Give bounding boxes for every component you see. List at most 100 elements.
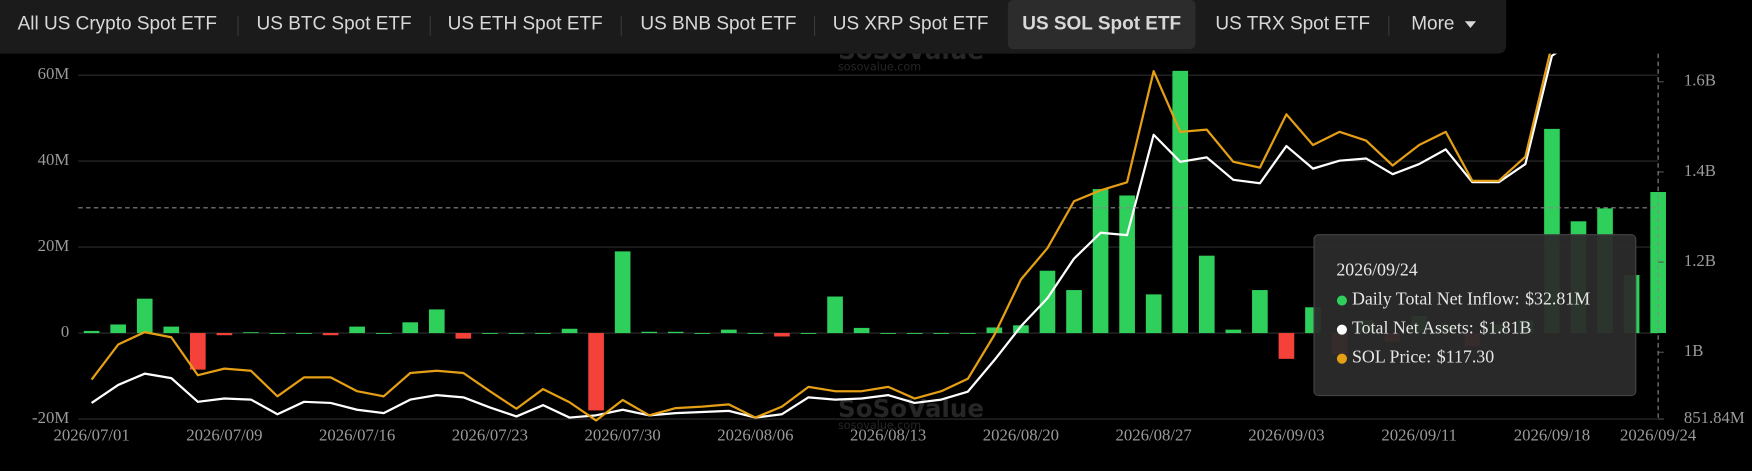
y-tick-label: 0 <box>61 322 69 341</box>
bar <box>1278 333 1295 359</box>
x-tick-label: 2026/08/06 <box>717 426 793 445</box>
tooltip-value: $32.81M <box>1525 289 1590 309</box>
watermark: sosovalue.com <box>838 60 921 73</box>
tab[interactable]: US BTC Spot ETF <box>257 14 412 35</box>
bar <box>906 333 923 334</box>
bar <box>641 331 658 334</box>
bar <box>110 324 126 334</box>
tooltip-label: SOL Price: <box>1352 347 1431 367</box>
y2-tick-label: 1.4B <box>1684 161 1716 180</box>
y2-tick-label: 1B <box>1684 341 1704 360</box>
x-tick-label: 2026/08/20 <box>983 426 1059 445</box>
bar <box>1252 290 1268 334</box>
x-tick-label: 2026/07/30 <box>584 426 660 445</box>
bar <box>455 333 472 339</box>
tab-active-bg <box>1007 0 1196 50</box>
bar <box>986 327 1003 334</box>
bar <box>800 333 817 334</box>
bar <box>243 332 259 334</box>
bar <box>322 333 339 336</box>
x-tick-label: 2026/09/03 <box>1248 426 1324 445</box>
tooltip-dot <box>1336 324 1347 335</box>
bar <box>1172 70 1189 334</box>
lines <box>90 53 1557 422</box>
bar <box>853 327 870 334</box>
bar <box>216 333 233 336</box>
tooltip-label: Daily Total Net Inflow: <box>1352 289 1520 309</box>
tooltip-dot <box>1336 353 1347 364</box>
tab[interactable]: US TRX Spot ETF <box>1215 14 1370 35</box>
bar <box>428 309 445 334</box>
tab-bar: All US Crypto Spot ETF US BTC Spot ETF US … <box>0 0 1507 54</box>
bar <box>1066 290 1082 334</box>
bar <box>163 326 180 334</box>
tooltip-bg <box>1313 234 1637 397</box>
watermark: sosovalue.com <box>838 419 921 432</box>
bar <box>508 333 525 334</box>
bar <box>774 333 790 337</box>
tooltip-value: $1.81B <box>1479 318 1531 338</box>
bar <box>190 333 206 370</box>
y-tick-label: 60M <box>38 64 70 83</box>
y-tick-label: -20M <box>32 408 69 427</box>
more-caret <box>1464 21 1477 28</box>
y2-tick-label: 851.84M <box>1684 408 1745 427</box>
bar <box>269 333 286 334</box>
bar <box>1092 189 1109 334</box>
bar <box>482 333 498 334</box>
tooltip-item: Daily Total Net Inflow: $32.81M <box>1352 289 1590 309</box>
y2-tick-label: 1.6B <box>1684 71 1716 90</box>
bar <box>614 251 631 334</box>
tooltip-date: 2026/09/24 <box>1336 260 1417 280</box>
bar <box>1145 294 1162 334</box>
tooltip-value: $117.30 <box>1437 347 1494 367</box>
bar <box>588 333 604 411</box>
tooltip-label: Total Net Assets: <box>1352 318 1474 338</box>
x-tick-label: 2026/07/01 <box>53 426 129 445</box>
bar <box>1039 270 1056 334</box>
x-tick-label: 2026/07/16 <box>319 426 395 445</box>
bar <box>375 333 392 334</box>
bar <box>561 328 578 334</box>
y-tick-label: 40M <box>38 150 70 169</box>
bar <box>959 333 976 334</box>
tab[interactable]: US BNB Spot ETF <box>640 14 796 35</box>
tab[interactable]: US SOL Spot ETF <box>1022 14 1181 35</box>
line <box>90 53 1551 422</box>
x-tick-label: 2026/09/11 <box>1381 426 1457 445</box>
x-tick-label: 2026/08/13 <box>850 426 926 445</box>
x-tick-label: 2026/07/09 <box>186 426 262 445</box>
bar <box>136 298 153 334</box>
bar <box>349 326 365 334</box>
bar <box>296 333 312 334</box>
bar <box>667 331 684 334</box>
tooltip-item: SOL Price: $117.30 <box>1352 347 1494 367</box>
bar <box>880 333 896 334</box>
bar <box>827 296 843 334</box>
bar <box>1013 325 1029 334</box>
bar <box>535 333 551 334</box>
x-tick-label: 2026/09/24 <box>1620 426 1697 445</box>
tab-more[interactable]: More <box>1411 14 1454 35</box>
x-tick-label: 2026/08/27 <box>1116 426 1192 445</box>
bar <box>933 333 950 334</box>
tab[interactable]: All US Crypto Spot ETF <box>18 14 217 35</box>
tooltip-dot <box>1336 295 1347 306</box>
tooltip-item: Total Net Assets: $1.81B <box>1352 318 1532 338</box>
tab[interactable]: US ETH Spot ETF <box>448 14 603 35</box>
y2-tick-label: 1.2B <box>1684 251 1716 270</box>
bar <box>1119 195 1135 334</box>
x-tick-label: 2026/07/23 <box>452 426 528 445</box>
line <box>90 53 1557 419</box>
y-tick-label: 20M <box>38 236 70 255</box>
bar <box>1198 255 1215 334</box>
x-tick-label: 2026/09/18 <box>1514 426 1590 445</box>
axes: -20M 0 20M 40M 60M 851.84M 1B 1.2B 1.4B 1.6B 2026/… <box>32 53 1745 445</box>
bar <box>402 322 419 334</box>
tab[interactable]: US XRP Spot ETF <box>833 14 989 35</box>
bar <box>1225 329 1242 334</box>
bar <box>721 329 737 334</box>
tooltip: 2026/09/24 Daily Total Net Inflow: $32.81… <box>1313 234 1637 397</box>
